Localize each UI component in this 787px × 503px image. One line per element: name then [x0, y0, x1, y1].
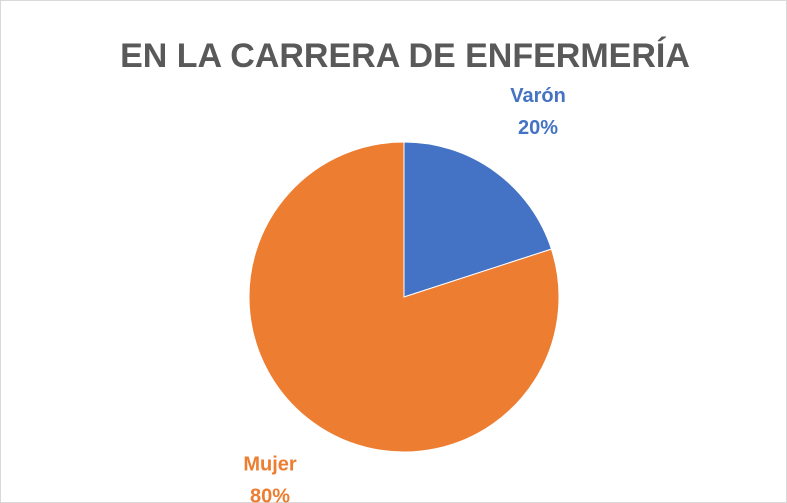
slice-value-label: 80% — [250, 486, 290, 503]
slice-label: Mujer — [243, 454, 297, 476]
slice-value-label: 20% — [518, 117, 558, 139]
pie-slice — [248, 141, 560, 453]
slice-label: Varón — [510, 85, 566, 107]
pie-slice — [403, 141, 553, 298]
chart-title: EN LA CARRERA DE ENFERMERÍA — [120, 37, 690, 75]
